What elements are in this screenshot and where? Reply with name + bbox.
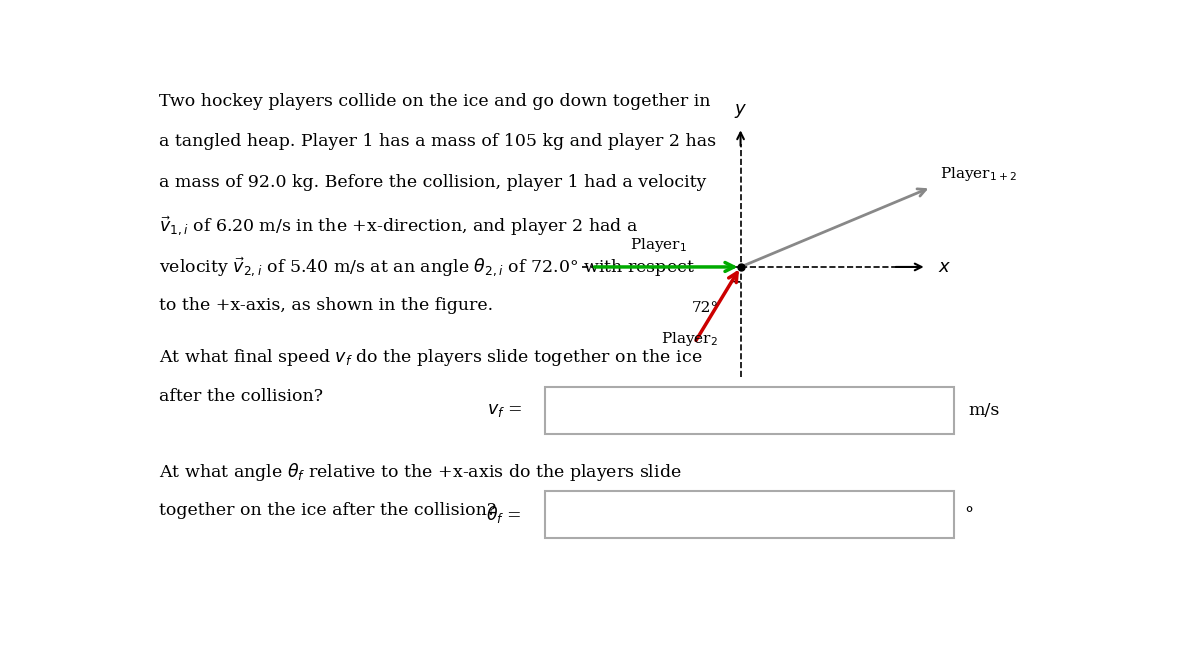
Text: At what angle $\theta_f$ relative to the +x-axis do the players slide: At what angle $\theta_f$ relative to the… (160, 461, 682, 483)
Text: to the +x-axis, as shown in the figure.: to the +x-axis, as shown in the figure. (160, 297, 493, 314)
Text: Player$_{1+2}$: Player$_{1+2}$ (941, 165, 1018, 183)
Text: °: ° (964, 506, 973, 524)
Text: $\theta_f$ =: $\theta_f$ = (486, 504, 522, 525)
Text: Player$_1$: Player$_1$ (630, 237, 688, 254)
Text: Two hockey players collide on the ice and go down together in: Two hockey players collide on the ice an… (160, 93, 710, 109)
Text: $x$: $x$ (937, 258, 950, 276)
Text: $v_f$ =: $v_f$ = (487, 402, 522, 419)
Text: At what final speed $v_f$ do the players slide together on the ice: At what final speed $v_f$ do the players… (160, 347, 703, 367)
Text: velocity $\vec{v}_{2,i}$ of 5.40 m/s at an angle $\theta_{2,i}$ of 72.0° with re: velocity $\vec{v}_{2,i}$ of 5.40 m/s at … (160, 256, 695, 279)
Text: a mass of 92.0 kg. Before the collision, player 1 had a velocity: a mass of 92.0 kg. Before the collision,… (160, 174, 707, 192)
Bar (545, 491, 954, 538)
Bar (545, 386, 954, 434)
Text: m/s: m/s (968, 402, 1000, 419)
Text: 72°: 72° (691, 302, 719, 315)
Text: a tangled heap. Player 1 has a mass of 105 kg and player 2 has: a tangled heap. Player 1 has a mass of 1… (160, 133, 716, 151)
Text: $\vec{v}_{1,i}$ of 6.20 m/s in the +x-direction, and player 2 had a: $\vec{v}_{1,i}$ of 6.20 m/s in the +x-di… (160, 215, 638, 238)
Text: Player$_2$: Player$_2$ (661, 331, 719, 348)
Text: together on the ice after the collision?: together on the ice after the collision? (160, 502, 497, 519)
Text: after the collision?: after the collision? (160, 388, 323, 404)
Text: $y$: $y$ (734, 102, 748, 120)
